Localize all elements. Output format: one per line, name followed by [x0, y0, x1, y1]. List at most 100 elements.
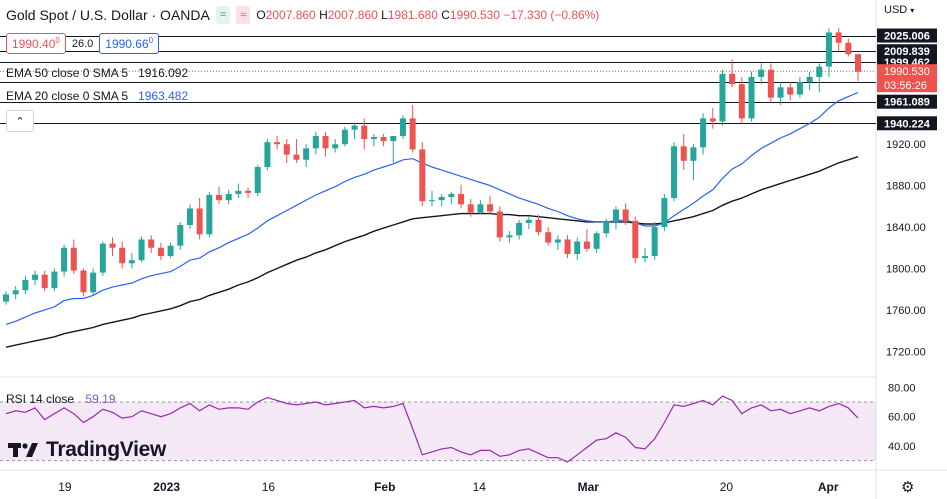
candle-body [293, 154, 300, 160]
symbol-title[interactable]: Gold Spot / U.S. Dollar · OANDA [6, 7, 210, 23]
candle [767, 63, 774, 103]
candle [332, 139, 339, 153]
candle [545, 227, 552, 246]
candle [777, 82, 784, 105]
rsi-legend[interactable]: RSI 14 close 59.19 [6, 392, 115, 406]
candle-body [274, 142, 281, 145]
candle-body [690, 147, 697, 161]
candle [177, 221, 184, 250]
chevron-down-icon: ▾ [910, 6, 915, 15]
ema50-label: EMA 50 close 0 SMA 5 [6, 66, 129, 80]
candle [264, 139, 271, 171]
price-axis[interactable]: 2000.001960.001920.001880.001840.001800.… [877, 28, 937, 453]
candle-body [332, 144, 339, 149]
quote-row: 1990.400 26.0 1990.660 [6, 33, 160, 54]
candles-group [2, 28, 862, 305]
level-price-tag [877, 116, 937, 131]
ema20-legend[interactable]: EMA 20 close 0 SMA 5 1963.482 [6, 89, 188, 103]
candle-body [148, 239, 155, 248]
candle [554, 235, 561, 250]
time-tick-label: Mar [578, 480, 600, 494]
candle-body [477, 204, 484, 213]
candle [854, 54, 862, 82]
candle-body [612, 209, 619, 222]
candle [564, 235, 571, 259]
candle [641, 247, 649, 263]
level-price-label: 2025.006 [884, 31, 930, 43]
change-value: −17.330 (−0.86%) [503, 8, 600, 22]
candle [90, 268, 97, 295]
candle-body [700, 118, 707, 148]
currency-selector[interactable]: USD ▾ [884, 4, 914, 16]
candle [622, 203, 629, 225]
market-status-badge[interactable]: = [215, 6, 231, 24]
collapse-legend-button[interactable]: ⌃ [6, 110, 34, 132]
candle [274, 135, 281, 150]
high-value: 2007.860 [327, 8, 378, 22]
ema50-legend[interactable]: EMA 50 close 0 SMA 5 1916.092 [6, 66, 188, 80]
candle-body [41, 274, 48, 289]
candle [167, 242, 174, 259]
candle [806, 71, 813, 91]
candle-body [796, 82, 803, 95]
price-tick-label: 1720.00 [886, 346, 926, 358]
countdown-label: 03:56:26 [884, 80, 927, 92]
candle-body [51, 271, 58, 289]
candle [399, 115, 406, 140]
candle [748, 71, 755, 122]
tradingview-logo[interactable]: TradingView [8, 438, 166, 462]
candle [632, 216, 639, 264]
candle [390, 135, 397, 163]
candle [845, 38, 852, 57]
candle-body [22, 279, 29, 291]
candle-body [109, 243, 116, 248]
candle [409, 104, 416, 153]
candle [438, 193, 445, 207]
candle-body [380, 136, 387, 142]
candle [12, 286, 19, 300]
candle [506, 231, 513, 243]
sell-button[interactable]: 1990.400 [6, 33, 66, 54]
candle [535, 214, 542, 236]
time-axis[interactable]: 19 2023 16 Feb 14 Mar 20 Apr [58, 480, 839, 494]
candle-body [816, 66, 823, 77]
buy-button[interactable]: 1990.660 [99, 33, 160, 54]
candle [361, 118, 368, 150]
candle [119, 241, 126, 269]
candle-body [12, 290, 19, 295]
level-price-tag [877, 28, 937, 43]
price-tick-label: 1800.00 [886, 263, 926, 275]
bid-pip: 0 [55, 36, 60, 45]
candle [525, 216, 532, 230]
candle [825, 28, 832, 77]
level-price-label: 1940.224 [884, 118, 931, 130]
settings-gear-icon[interactable]: ⚙ [901, 479, 915, 496]
candle-body [138, 239, 145, 261]
candle-body [758, 69, 765, 77]
candle-body [61, 247, 68, 272]
candle-body [854, 54, 862, 72]
candle [651, 221, 658, 261]
data-delay-badge[interactable]: ≈ [236, 6, 251, 24]
candle-body [264, 142, 271, 168]
tradingview-brand-name: TradingView [46, 438, 167, 461]
candle-body [32, 274, 39, 280]
candle-body [70, 247, 77, 271]
candle [719, 69, 726, 126]
candle-body [225, 193, 232, 201]
rsi-tick-label: 40.00 [888, 441, 916, 453]
candle [312, 131, 319, 155]
candle-body [128, 260, 135, 264]
candle-body [448, 193, 455, 198]
candle [835, 28, 842, 52]
candle-body [593, 233, 600, 249]
candle-body [467, 204, 474, 213]
time-tick-label: 16 [262, 480, 276, 494]
rsi-line-group [5, 395, 859, 463]
candle-body [535, 219, 542, 233]
candle [467, 199, 474, 217]
candle [138, 236, 145, 263]
price-tick-label: 1760.00 [886, 305, 926, 317]
candle-body [738, 84, 745, 119]
